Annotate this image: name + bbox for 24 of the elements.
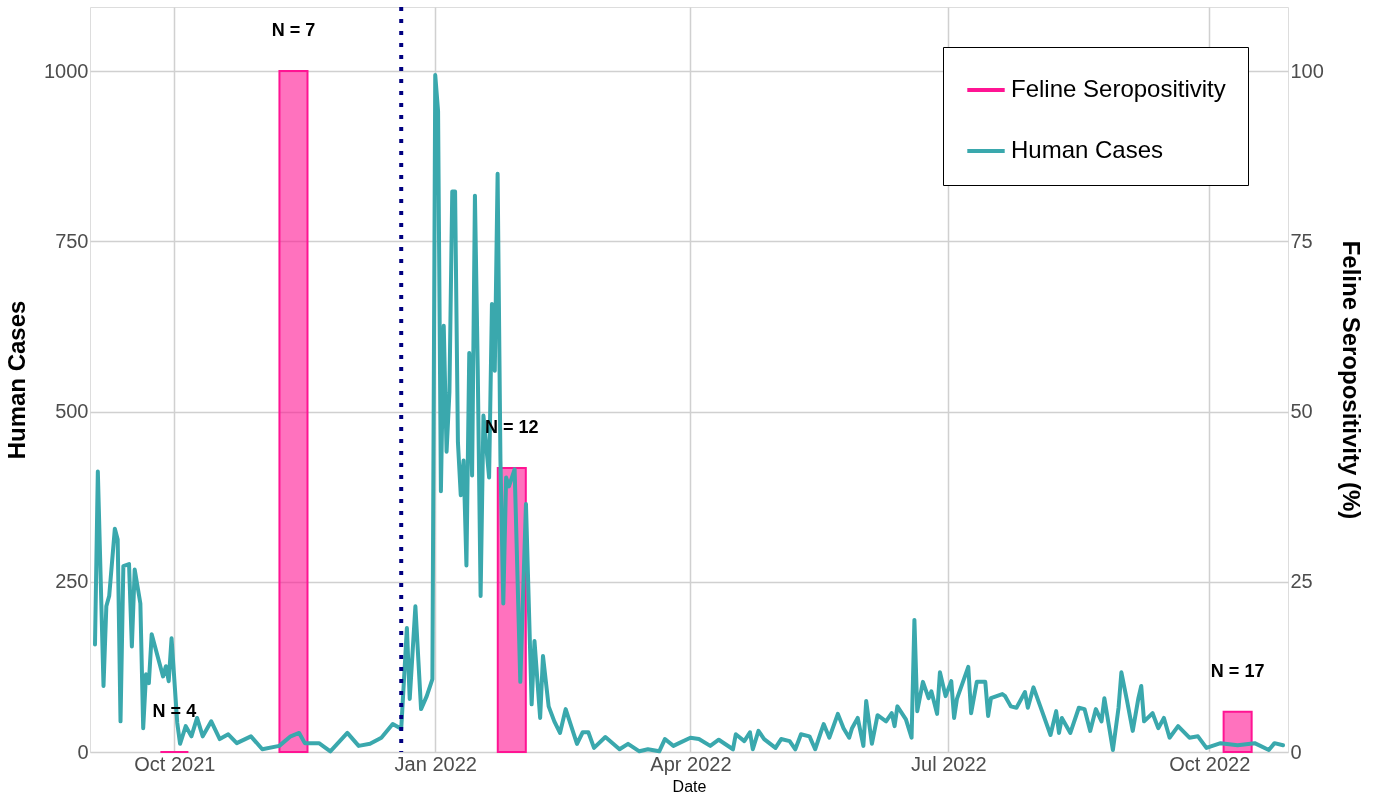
y2-tick-label: 100 bbox=[1290, 59, 1324, 82]
line-series bbox=[93, 73, 1285, 754]
y-tick-label: 1000 bbox=[44, 59, 89, 82]
y-tick-label: 750 bbox=[55, 229, 89, 252]
y2-tick-label: 75 bbox=[1290, 229, 1313, 252]
x-tick-label: Jul 2022 bbox=[911, 752, 987, 775]
x-tick-label: Jan 2022 bbox=[394, 752, 477, 775]
y-tick-label: 500 bbox=[55, 400, 89, 423]
bar bbox=[278, 70, 309, 753]
x-tick-label: Apr 2022 bbox=[650, 752, 732, 775]
y2-axis-title: Feline Seropositivity (%) bbox=[1337, 240, 1365, 520]
y2-tick-label: 50 bbox=[1290, 400, 1313, 423]
y2-tick-label: 25 bbox=[1290, 570, 1313, 593]
y-tick-label: 0 bbox=[77, 740, 89, 763]
legend-label: Human Cases bbox=[1011, 136, 1164, 163]
y-axis-title: Human Cases bbox=[3, 300, 31, 460]
x-tick-label: Oct 2021 bbox=[134, 752, 216, 775]
x-tick-label: Oct 2022 bbox=[1169, 752, 1251, 775]
x-axis-title: Date bbox=[672, 777, 707, 795]
legend-label: Feline Seropositivity bbox=[1011, 75, 1226, 102]
annotation: N = 7 bbox=[271, 20, 316, 41]
y-tick-label: 250 bbox=[55, 570, 89, 593]
annotation: N = 17 bbox=[1210, 660, 1265, 681]
y2-tick-label: 0 bbox=[1290, 740, 1302, 763]
